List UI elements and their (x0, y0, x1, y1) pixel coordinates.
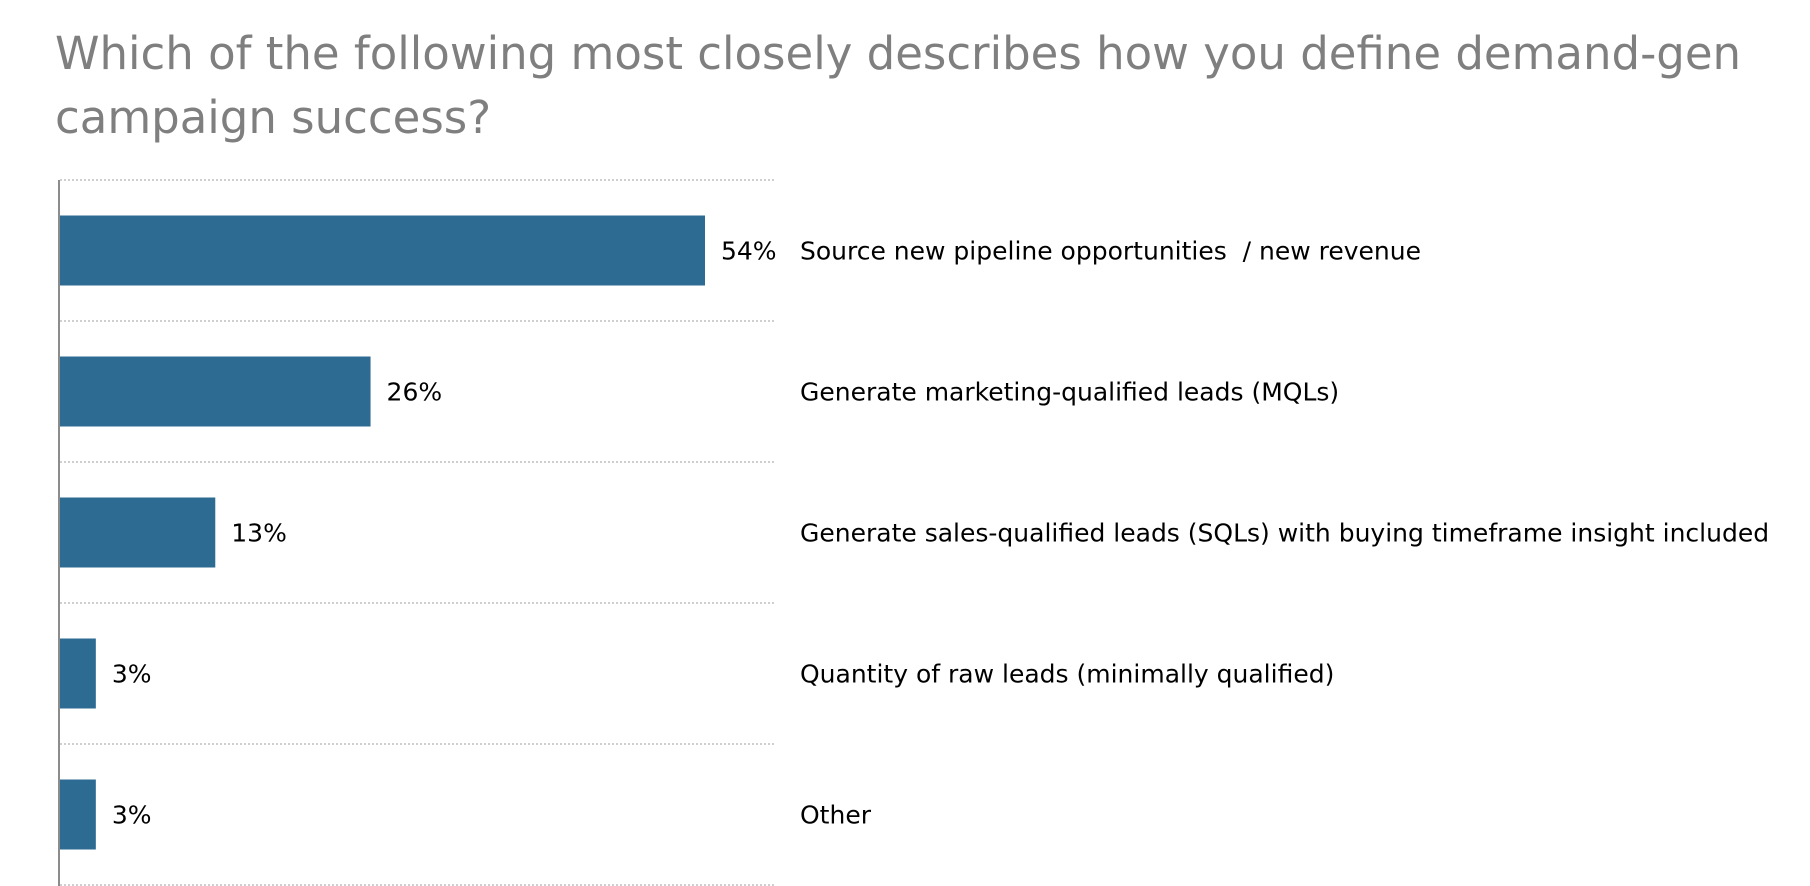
category-labels: Source new pipeline opportunities / new … (800, 237, 1769, 830)
bar (60, 215, 705, 286)
category-label: Quantity of raw leads (minimally qualifi… (800, 660, 1334, 689)
bar-value-label: 26% (387, 378, 443, 407)
bar (60, 779, 96, 850)
gridlines (60, 179, 775, 886)
bar-value-label: 3% (112, 660, 152, 689)
category-label: Generate sales-qualified leads (SQLs) wi… (800, 519, 1769, 548)
bars (60, 215, 705, 850)
bar (60, 638, 96, 709)
category-label: Generate marketing-qualified leads (MQLs… (800, 378, 1339, 407)
bar-value-label: 13% (231, 519, 287, 548)
bar-value-label: 3% (112, 801, 152, 830)
chart-title: Which of the following most closely desc… (55, 27, 1742, 144)
value-labels: 54% 26% 13% 3% 3% (112, 237, 777, 830)
bar (60, 356, 371, 427)
bar-value-label: 54% (721, 237, 777, 266)
bar (60, 497, 216, 568)
category-label: Source new pipeline opportunities / new … (800, 237, 1421, 266)
category-label: Other (800, 801, 872, 830)
